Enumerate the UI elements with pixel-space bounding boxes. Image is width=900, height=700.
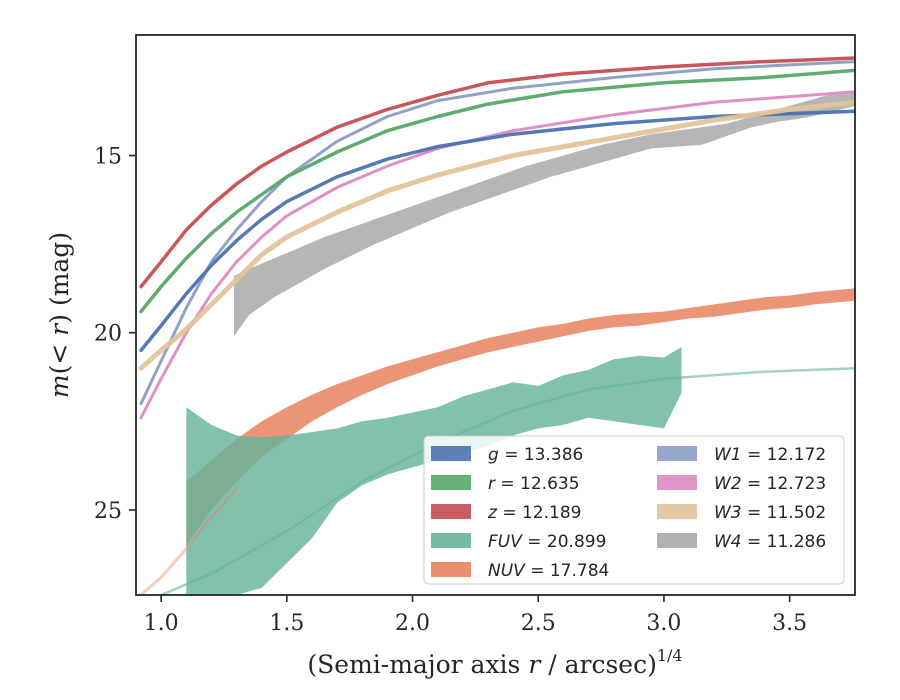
y-axis-ticks: 15 20 25 xyxy=(94,145,136,524)
legend-swatch-g xyxy=(431,446,471,461)
legend-swatch-z xyxy=(431,504,471,519)
curve-g xyxy=(139,109,855,353)
legend-swatch-r xyxy=(431,475,471,490)
y-tick-label: 15 xyxy=(94,145,122,170)
x-tick-label: 3.0 xyxy=(646,611,681,636)
legend-swatch-w4 xyxy=(657,533,697,548)
uncertainty-bands xyxy=(186,91,855,595)
legend-label-r: r = 12.635 xyxy=(488,474,580,494)
plot-frame xyxy=(135,34,856,596)
y-axis-label: m(< r) (mag) xyxy=(45,232,74,398)
curve-w2 xyxy=(139,90,855,420)
band-w4 xyxy=(234,91,855,337)
curve-z xyxy=(139,56,855,289)
y-tick-label: 25 xyxy=(94,499,122,524)
curve-w3 xyxy=(138,99,855,371)
legend: g = 13.386 r = 12.635 z = 12.189 FUV = 20.8… xyxy=(423,435,845,585)
y-tick-label: 20 xyxy=(94,322,122,347)
curve-nuv xyxy=(139,487,239,595)
legend-label-z: z = 12.189 xyxy=(487,503,581,523)
legend-swatch-w2 xyxy=(657,475,697,490)
legend-swatch-nuv xyxy=(431,562,471,577)
curve-r xyxy=(139,68,855,314)
legend-label-fuv: FUV = 20.899 xyxy=(488,532,606,552)
legend-label-nuv: NUV = 17.784 xyxy=(488,561,609,581)
legend-label-w2: W2 = 12.723 xyxy=(714,474,826,494)
x-axis-label: (Semi-major axis r / arcsec)1/4 xyxy=(307,646,682,679)
x-tick-label: 1.5 xyxy=(269,611,304,636)
legend-label-w1: W1 = 12.172 xyxy=(714,445,826,465)
legend-label-w3: W3 = 11.502 xyxy=(714,503,826,523)
curve-w1 xyxy=(139,60,855,406)
profile-curves xyxy=(138,56,855,595)
legend-swatch-fuv xyxy=(431,533,471,548)
legend-swatch-w1 xyxy=(657,446,697,461)
legend-frame xyxy=(423,435,845,585)
curve-fuv xyxy=(159,366,855,595)
band-nuv xyxy=(186,288,855,546)
x-tick-label: 2.0 xyxy=(395,611,430,636)
x-tick-label: 2.5 xyxy=(521,611,556,636)
legend-swatch-w3 xyxy=(657,504,697,519)
legend-label-w4: W4 = 11.286 xyxy=(714,532,826,552)
x-axis-ticks: 1.0 1.5 2.0 2.5 3.0 3.5 xyxy=(144,595,807,636)
band-fuv xyxy=(186,346,682,595)
legend-label-g: g = 13.386 xyxy=(488,445,583,465)
x-tick-label: 3.5 xyxy=(772,611,807,636)
x-tick-label: 1.0 xyxy=(144,611,179,636)
